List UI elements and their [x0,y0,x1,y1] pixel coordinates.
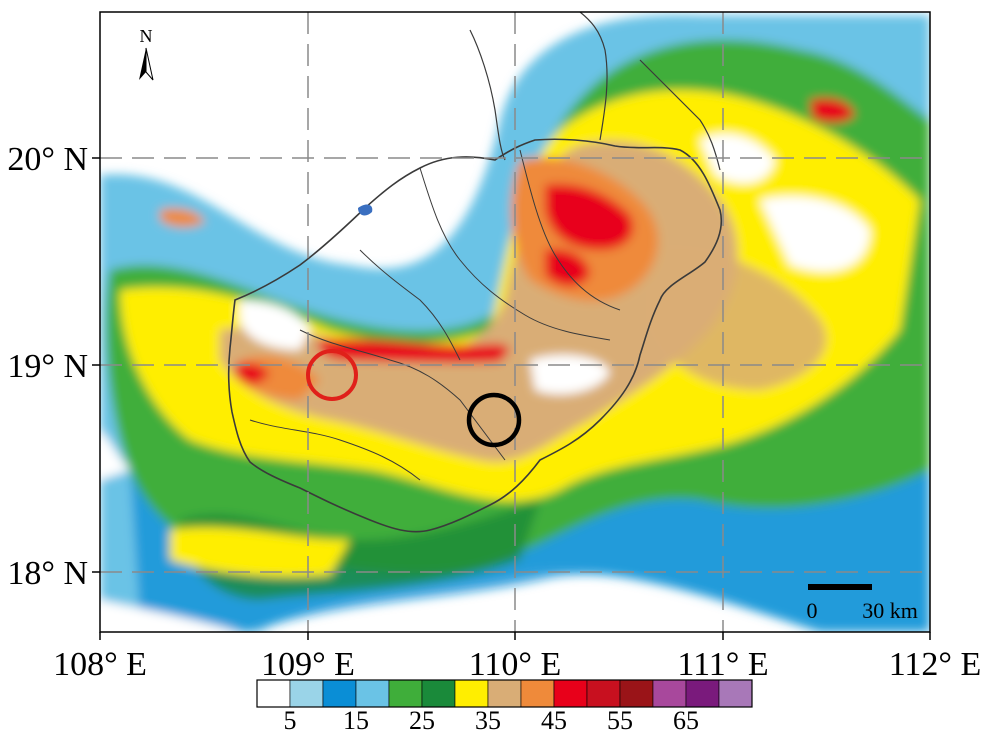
north-arrow-icon [139,48,146,80]
y-tick-label: 18° N [7,555,88,592]
scale-bar-length-label: 30 km [862,598,918,623]
colorbar [256,679,753,708]
colorbar-swatch [289,679,324,708]
grid-lines [100,12,930,632]
colorbar-label: 5 [283,706,297,735]
colorbar-swatch [487,679,522,708]
colorbar-swatch [718,679,753,708]
coastline [227,12,723,533]
colorbar-swatch [355,679,390,708]
colorbar-swatch [322,679,357,708]
axis-ticks [92,157,931,640]
red-circle-marker [306,349,358,401]
colorbar-swatch [454,679,489,708]
scale-bar-zero-label: 0 [807,598,818,623]
y-tick-label: 20° N [7,141,88,178]
colorbar-label: 65 [673,706,699,735]
colorbar-swatch [256,679,291,708]
colorbar-swatch [388,679,423,708]
colorbar-label: 25 [409,706,435,735]
colorbar-swatch [421,679,456,708]
colorbar-swatch [685,679,720,708]
colorbar-label: 55 [607,706,633,735]
north-arrow: N [139,26,154,81]
colorbar-swatch [553,679,588,708]
x-tick-label: 111° E [677,646,768,683]
colorbar-label: 35 [475,706,501,735]
x-tick-label: 110° E [469,646,562,683]
reservoir-shape [358,204,373,216]
north-arrow-label: N [140,26,153,46]
colorbar-swatch [586,679,621,708]
black-circle-marker [466,392,522,448]
x-tick-label: 109° E [261,646,355,683]
y-tick-label: 19° N [7,348,88,385]
colorbar-frame [256,679,753,708]
colorbar-label: 45 [541,706,567,735]
colorbar-label: 15 [343,706,369,735]
colorbar-swatch [520,679,555,708]
colorbar-swatch [652,679,687,708]
scale-bar: 0 30 km [807,584,918,623]
colorbar-swatch [619,679,654,708]
x-tick-label: 112° E [889,646,982,683]
x-tick-label: 108° E [53,646,147,683]
